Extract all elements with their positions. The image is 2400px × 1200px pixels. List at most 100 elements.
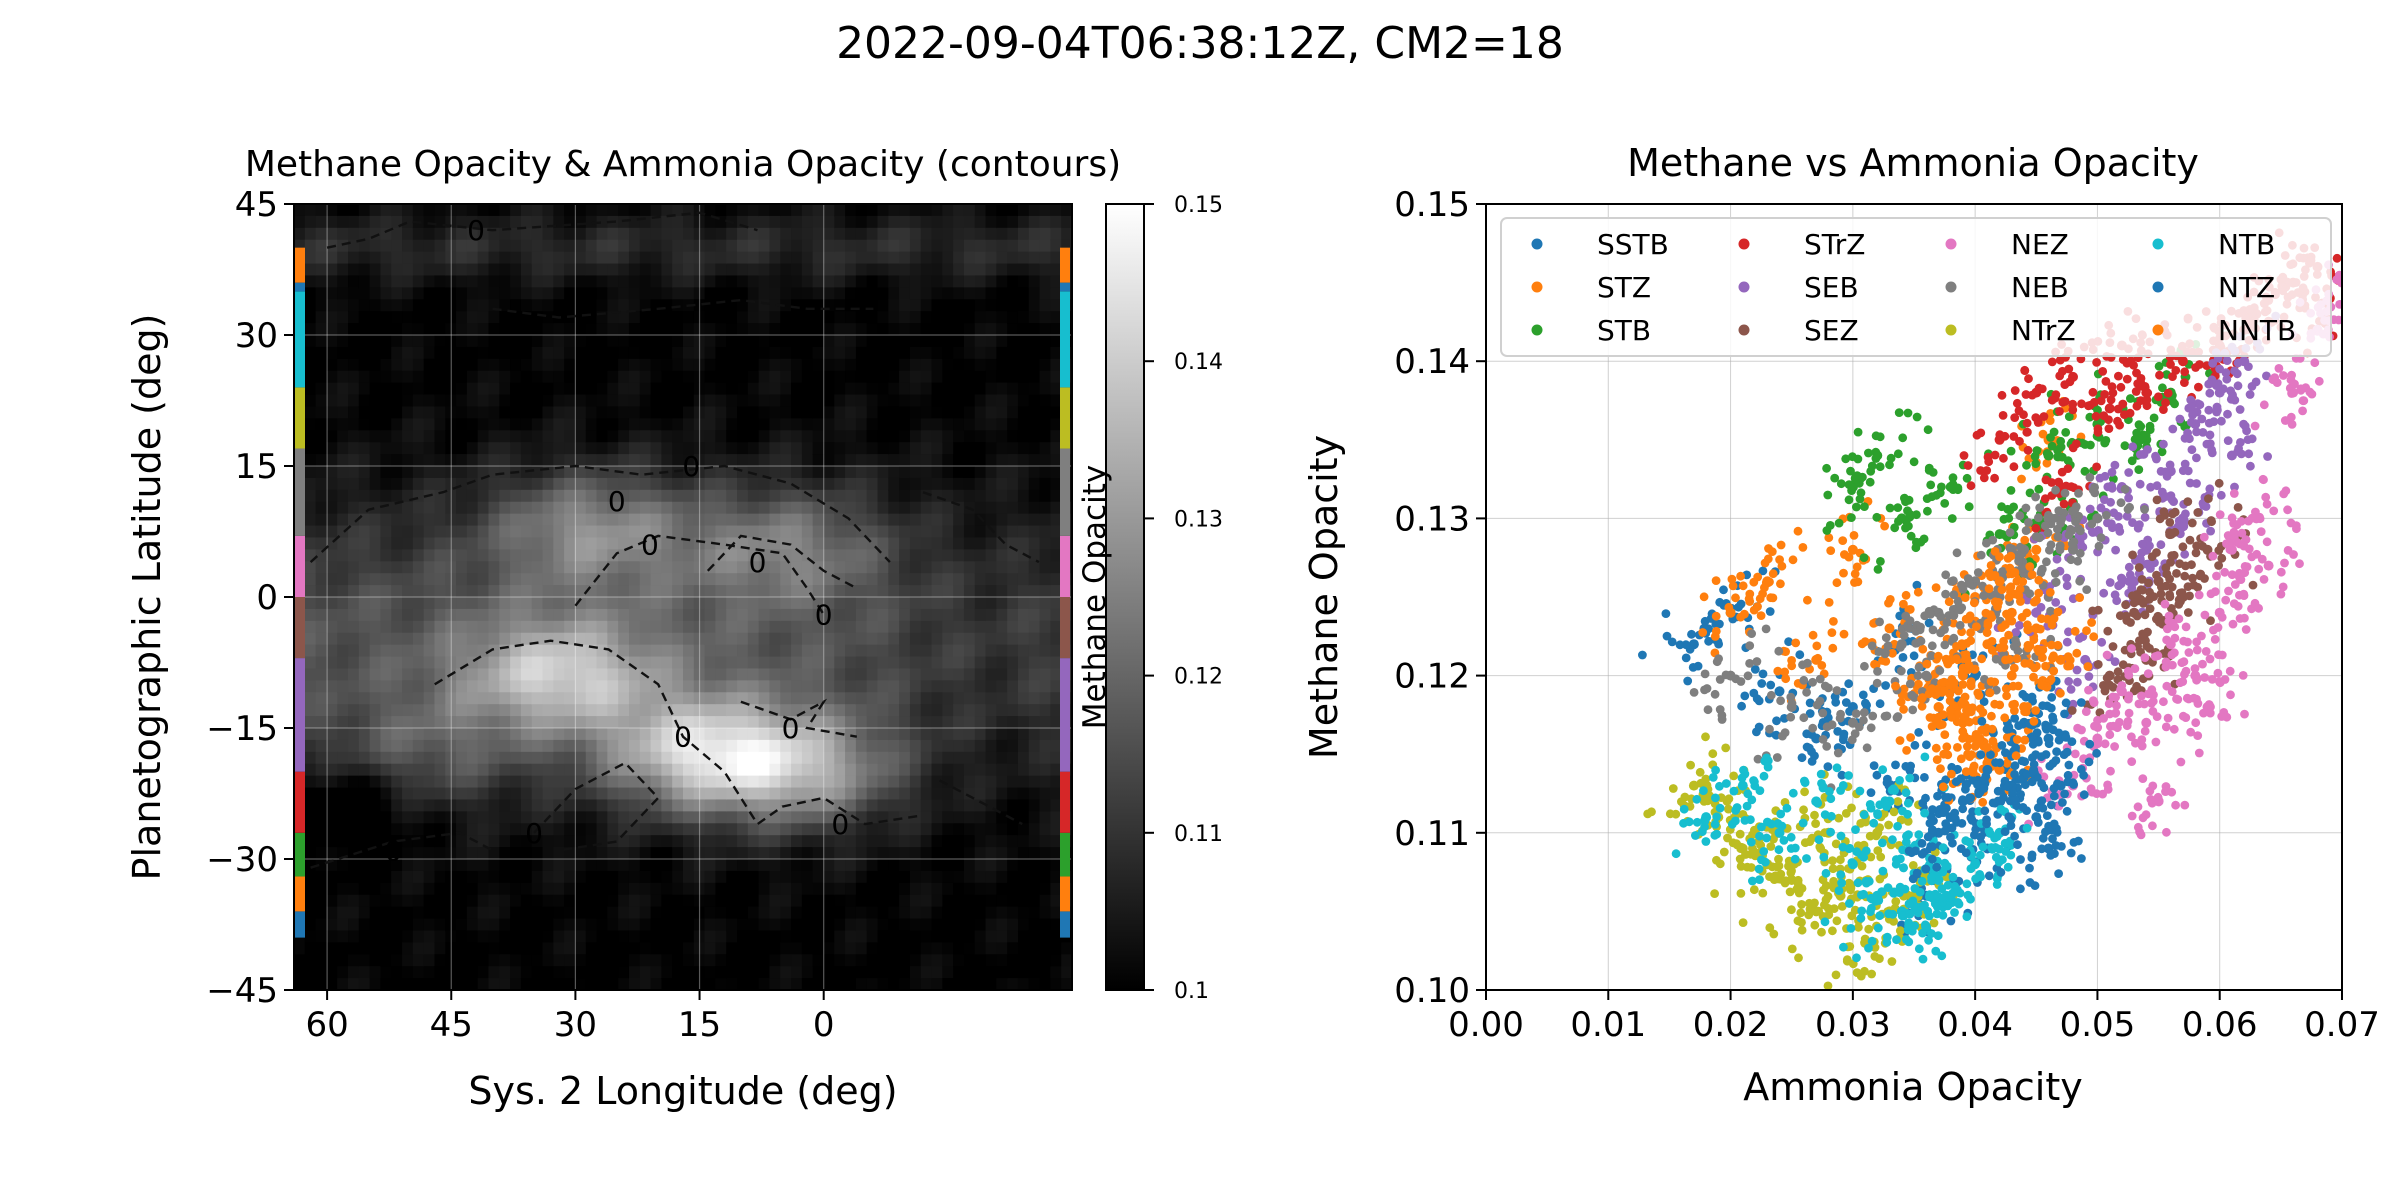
heatmap-cell — [801, 299, 814, 312]
heatmap-cell — [920, 870, 933, 884]
heatmap-cell — [877, 561, 890, 574]
heatmap-cell — [402, 251, 414, 265]
heatmap-cell — [477, 418, 490, 431]
heatmap-cell — [726, 204, 738, 217]
heatmap-cell — [315, 644, 328, 658]
heatmap-cell — [866, 358, 879, 372]
heatmap-cell — [974, 597, 987, 610]
heatmap-cell — [456, 382, 468, 396]
heatmap-cell — [1039, 299, 1052, 312]
heatmap-cell — [791, 728, 803, 741]
heatmap-cell — [585, 239, 598, 253]
heatmap-cell — [650, 668, 663, 682]
heatmap-cell — [1017, 323, 1030, 336]
heatmap-cell — [737, 644, 749, 658]
heatmap-cell — [607, 585, 619, 598]
heatmap-cell — [1050, 549, 1062, 562]
heatmap-cell — [488, 835, 501, 848]
heatmap-cell — [812, 513, 825, 527]
heatmap-cell — [412, 930, 425, 944]
heatmap-cell — [780, 466, 792, 479]
heatmap-cell — [380, 335, 392, 348]
heatmap-cell — [348, 525, 360, 539]
heatmap-cell — [1050, 882, 1062, 896]
heatmap-cell — [747, 323, 760, 336]
heatmap-cell — [812, 763, 825, 777]
heatmap-cell — [791, 454, 803, 467]
heatmap-cell — [909, 597, 922, 610]
heatmap-cell — [412, 882, 425, 896]
heatmap-cell — [499, 739, 511, 753]
heatmap-cell — [358, 537, 371, 551]
heatmap-cell — [510, 394, 522, 408]
heatmap-cell — [899, 442, 911, 455]
heatmap-cell — [899, 335, 911, 348]
heatmap-cell — [661, 311, 673, 324]
heatmap-cell — [899, 680, 911, 693]
heatmap-cell — [780, 573, 792, 586]
heatmap-cell — [1017, 311, 1030, 324]
heatmap-cell — [596, 978, 609, 990]
heatmap-cell — [953, 728, 965, 741]
heatmap-cell — [823, 394, 835, 408]
map-y-tick-label: 0 — [256, 578, 278, 618]
heatmap-cell — [996, 442, 1008, 455]
heatmap-cell — [909, 799, 922, 813]
heatmap-cell — [888, 227, 900, 241]
heatmap-cell — [434, 442, 446, 455]
heatmap-cell — [737, 859, 749, 872]
heatmap-cell — [888, 406, 900, 420]
heatmap-cell — [726, 954, 738, 967]
heatmap-cell — [456, 561, 468, 574]
heatmap-cell — [499, 275, 511, 289]
heatmap-cell — [488, 442, 501, 455]
contour-label: 0 — [815, 598, 833, 631]
heatmap-cell — [909, 382, 922, 396]
heatmap-cell — [909, 775, 922, 789]
heatmap-cell — [920, 751, 933, 765]
heatmap-cell — [531, 870, 544, 884]
heatmap-cell — [520, 454, 533, 467]
heatmap-cell — [704, 704, 717, 717]
heatmap-cell — [639, 739, 652, 753]
heatmap-cell — [466, 680, 479, 693]
heatmap-cell — [942, 644, 954, 658]
heatmap-cell — [855, 763, 868, 777]
heatmap-cell — [1039, 573, 1052, 586]
heatmap-cell — [1050, 323, 1062, 336]
heatmap-cell — [1017, 525, 1030, 539]
heatmap-cell — [337, 370, 349, 384]
heatmap-cell — [683, 692, 695, 705]
heatmap-cell — [596, 835, 609, 848]
heatmap-cell — [402, 704, 414, 717]
heatmap-cell — [434, 311, 446, 324]
heatmap-cell — [672, 882, 684, 896]
heatmap-cell — [909, 311, 922, 324]
scatter-point — [1681, 640, 1691, 650]
heatmap-cell — [315, 680, 328, 693]
heatmap-cell — [531, 608, 544, 622]
heatmap-cell — [585, 406, 598, 420]
heatmap-cell — [953, 406, 965, 420]
heatmap-cell — [477, 358, 490, 372]
heatmap-cell — [402, 537, 414, 551]
heatmap-cell — [974, 442, 987, 455]
heatmap-cell — [996, 323, 1008, 336]
heatmap-cell — [812, 680, 825, 693]
band-strip-right-ntz — [1060, 282, 1070, 292]
heatmap-cell — [445, 561, 457, 574]
heatmap-cell — [553, 513, 565, 527]
heatmap-cell — [801, 930, 814, 944]
heatmap-cell — [899, 894, 911, 908]
heatmap-cell — [434, 227, 446, 241]
heatmap-cell — [899, 918, 911, 932]
heatmap-cell — [780, 263, 792, 277]
heatmap-cell — [693, 775, 706, 789]
heatmap-cell — [747, 525, 760, 539]
heatmap-cell — [499, 930, 511, 944]
heatmap-cell — [628, 716, 641, 729]
heatmap-cell — [499, 489, 511, 503]
heatmap-cell — [1050, 561, 1062, 574]
heatmap-cell — [931, 263, 944, 277]
heatmap-cell — [996, 716, 1008, 729]
